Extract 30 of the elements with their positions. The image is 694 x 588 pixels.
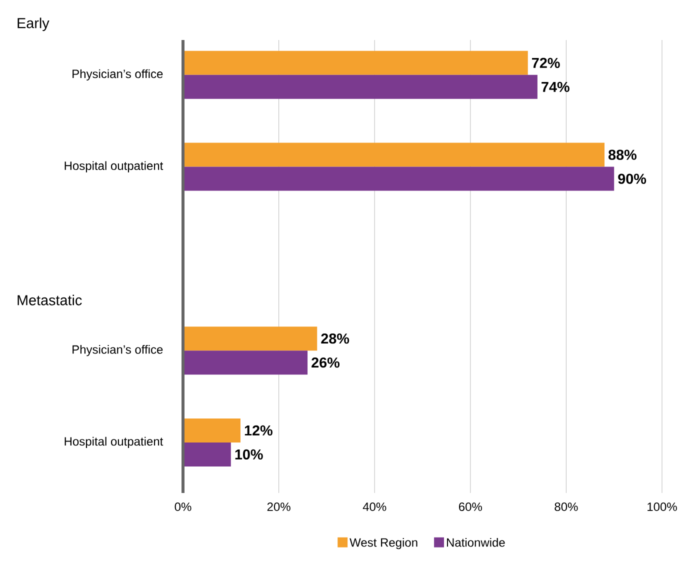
- bar: [183, 350, 308, 375]
- bar: [183, 418, 240, 442]
- data-label: 72%: [532, 58, 560, 68]
- bar: [183, 142, 605, 167]
- data-label: 90%: [618, 174, 646, 184]
- y-tick-label: Physician’s office: [72, 69, 163, 81]
- data-label: 10%: [235, 449, 263, 460]
- data-label: 26%: [312, 357, 340, 368]
- x-tick-label: 40%: [362, 502, 386, 512]
- legend-label: West Region: [350, 538, 418, 550]
- x-tick-label: 20%: [267, 502, 290, 512]
- text: Early: [18, 18, 50, 32]
- data-label: 88%: [608, 150, 636, 160]
- text: Metastatic: [18, 294, 82, 306]
- x-tick-label: 0%: [174, 502, 192, 512]
- y-tick-label: Hospital outpatient: [64, 161, 164, 172]
- bar: [183, 442, 231, 466]
- y-tick-label: Hospital outpatient: [64, 436, 164, 448]
- bar: [183, 50, 528, 75]
- x-tick-label: 80%: [554, 502, 578, 512]
- bar: [183, 326, 318, 351]
- data-label: 74%: [542, 82, 570, 92]
- data-label: 12%: [244, 425, 272, 436]
- legend-label: Nationwide: [447, 538, 505, 547]
- x-tick-label: 100%: [648, 502, 677, 512]
- x-tick-label: 60%: [459, 502, 482, 512]
- bar: [183, 166, 614, 191]
- bar: [183, 74, 538, 99]
- y-tick-label: Physician’s office: [72, 344, 163, 356]
- data-label: 28%: [321, 333, 350, 344]
